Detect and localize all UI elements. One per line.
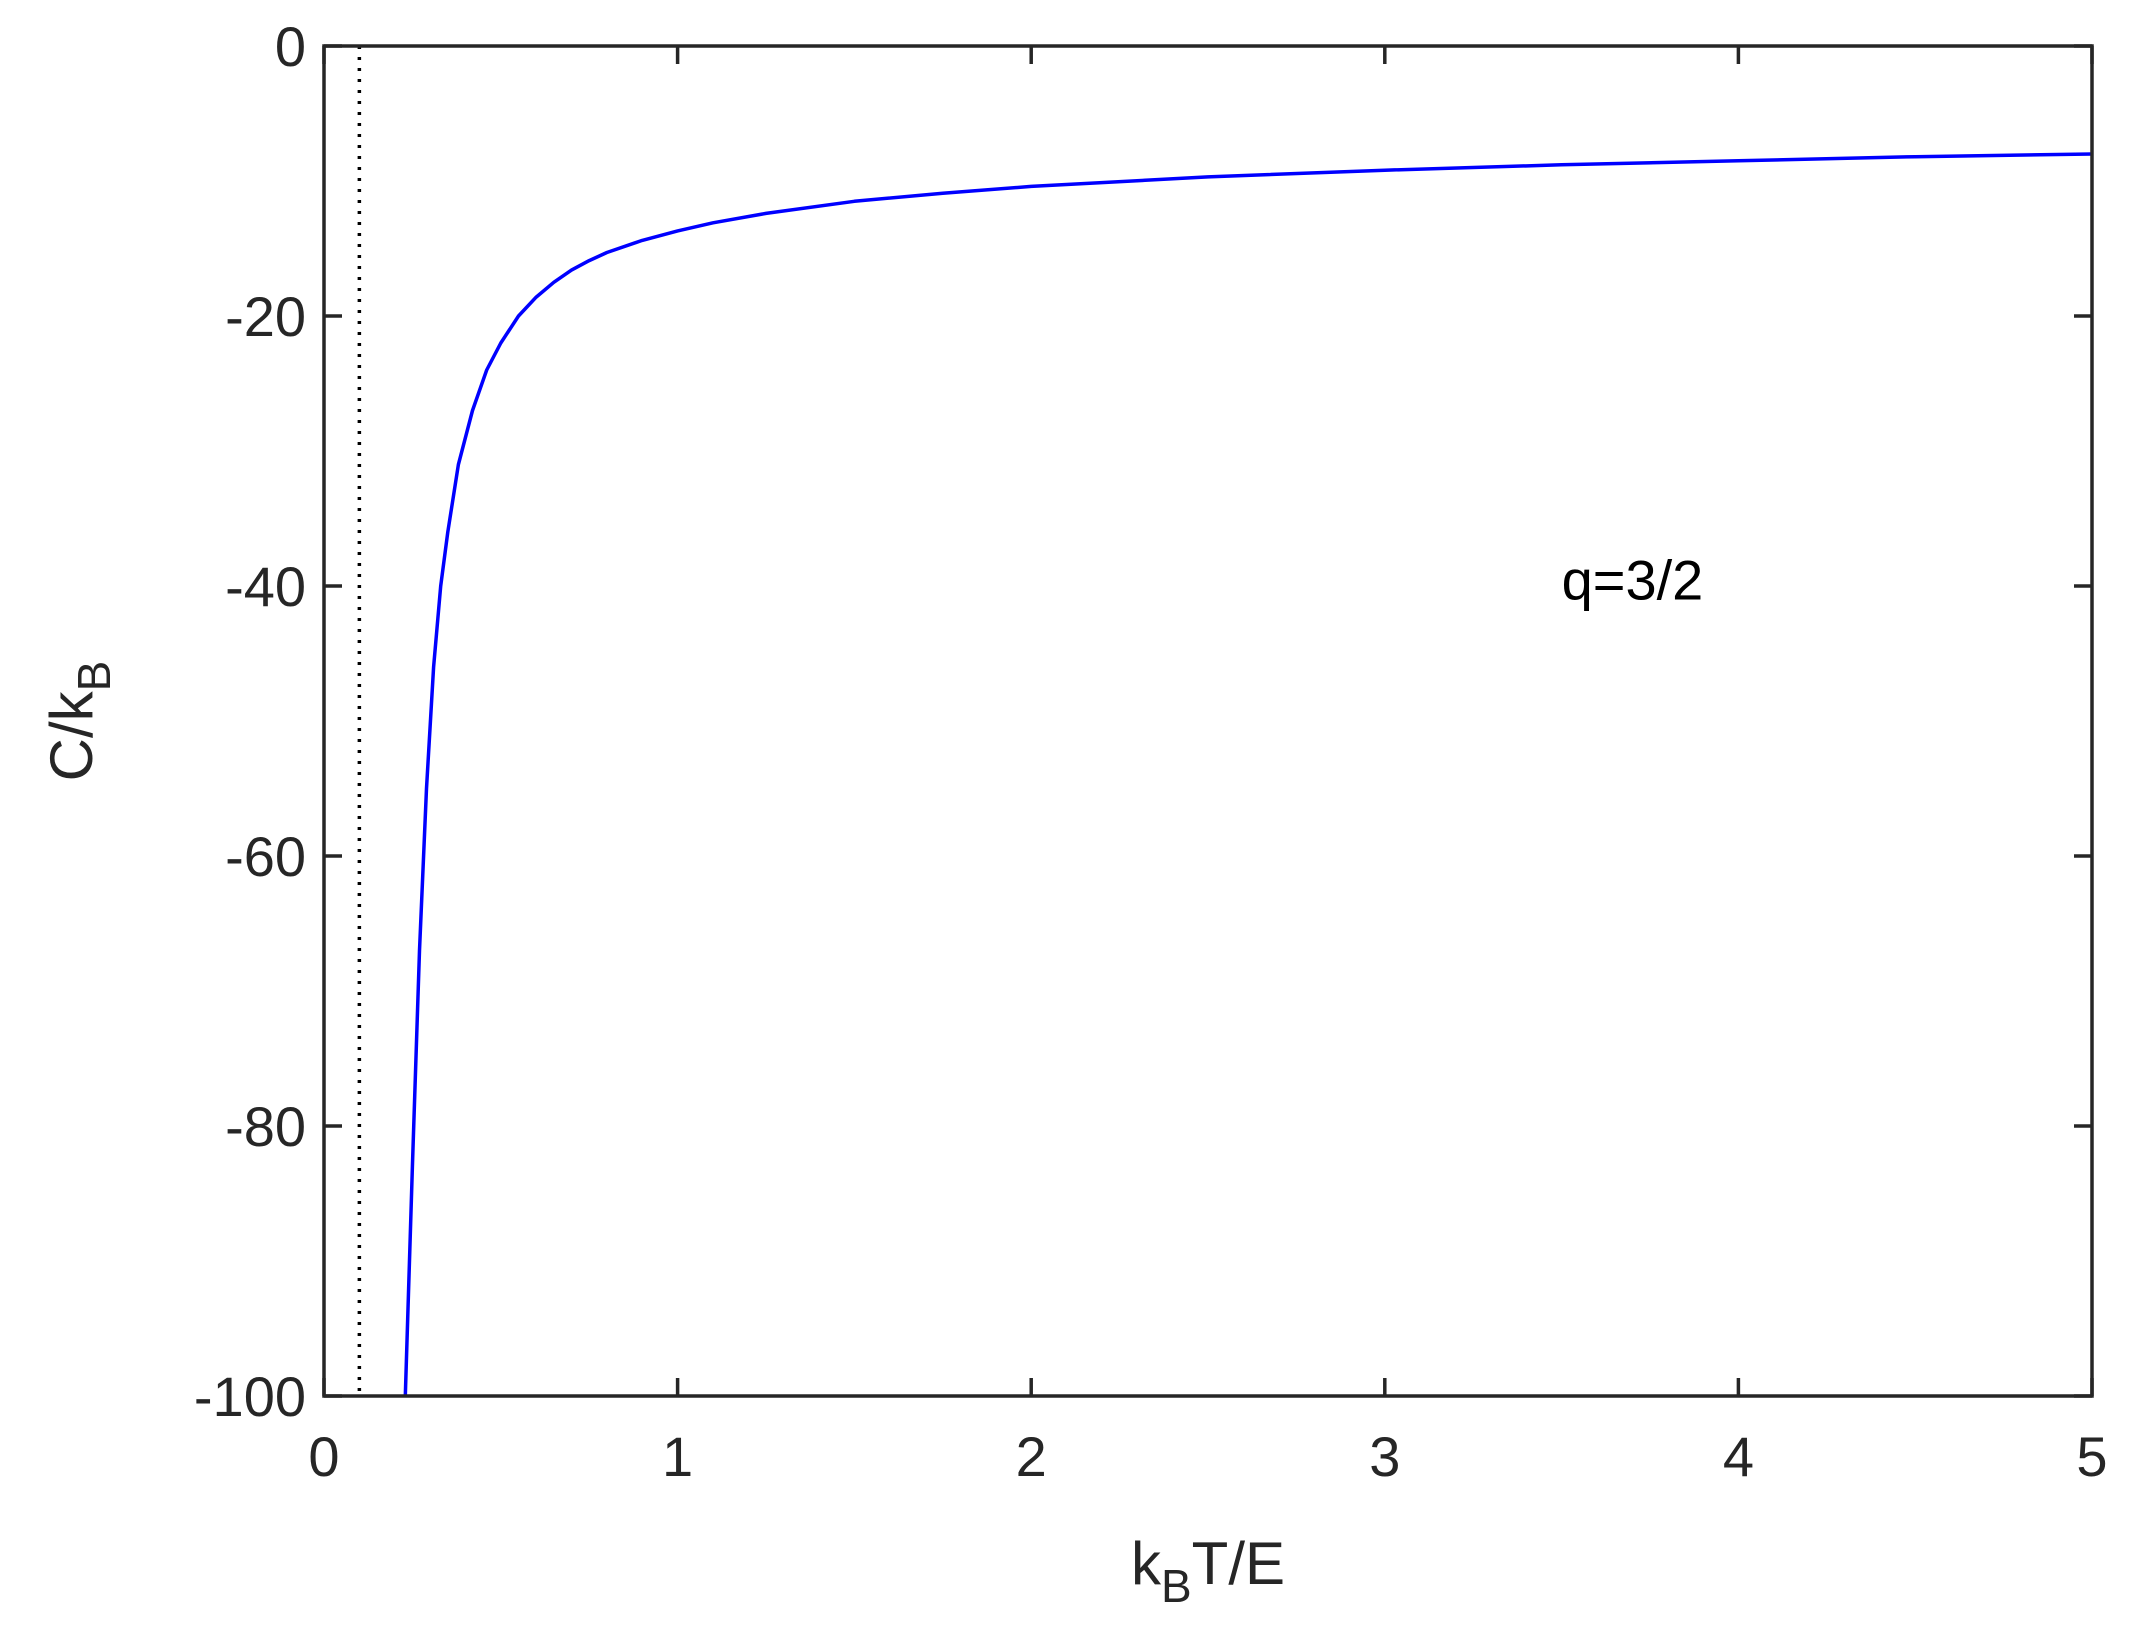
y-tick-label: -20 <box>225 285 306 348</box>
x-tick-label: 2 <box>1016 1425 1047 1488</box>
y-tick-label: -40 <box>225 555 306 618</box>
x-tick-label: 5 <box>2076 1425 2107 1488</box>
y-tick-label: 0 <box>275 15 306 78</box>
x-tick-label: 1 <box>662 1425 693 1488</box>
y-tick-label: -100 <box>194 1365 306 1428</box>
annotation-label: q=3/2 <box>1562 549 1704 612</box>
plot-area: 0 1 2 3 4 5 0 -20 -40 -60 -80 -100 <box>194 15 2108 1488</box>
y-axis-label-sub: B <box>68 661 120 692</box>
y-axis-label: C/kB <box>38 661 120 782</box>
y-tick-label: -80 <box>225 1095 306 1158</box>
axes-frame <box>322 44 2094 1398</box>
x-tick-label: 4 <box>1723 1425 1754 1488</box>
y-axis-label-main: C/k <box>38 690 105 781</box>
y-tick-label: -60 <box>225 825 306 888</box>
x-axis-label: kBT/E <box>1131 1530 1285 1612</box>
x-tick-label: 3 <box>1369 1425 1400 1488</box>
x-axis-label-rest: T/E <box>1192 1530 1285 1597</box>
series-line-0 <box>403 152 2092 1396</box>
x-axis-label-main: k <box>1131 1530 1162 1597</box>
x-axis-label-sub: B <box>1161 1560 1192 1612</box>
x-tick-label: 0 <box>308 1425 339 1488</box>
